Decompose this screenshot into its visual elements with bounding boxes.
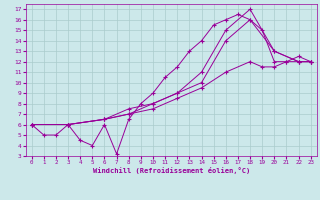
X-axis label: Windchill (Refroidissement éolien,°C): Windchill (Refroidissement éolien,°C) — [92, 167, 250, 174]
